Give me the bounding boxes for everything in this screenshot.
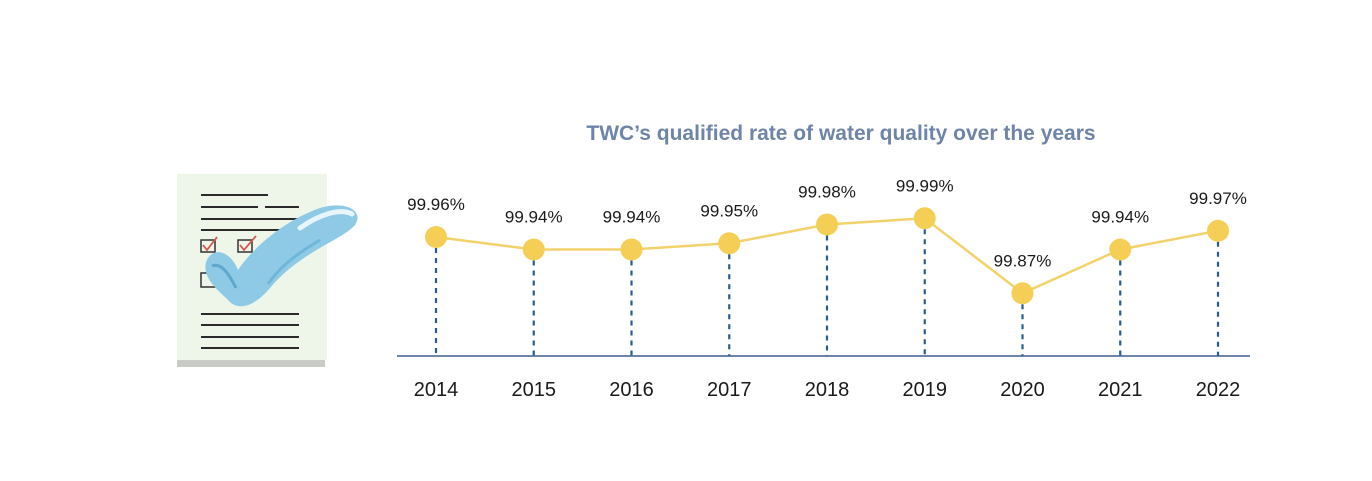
data-label-2017: 99.95% bbox=[700, 201, 758, 220]
data-point-2022 bbox=[1207, 219, 1229, 242]
data-point-2017 bbox=[718, 232, 741, 255]
data-point-2014 bbox=[425, 226, 447, 248]
droplines bbox=[434, 229, 1220, 356]
data-label-2018: 99.98% bbox=[798, 183, 856, 202]
chart-title: TWC’s qualified rate of water quality ov… bbox=[586, 122, 1095, 145]
data-label-2019: 99.99% bbox=[896, 176, 954, 195]
data-point-2015 bbox=[522, 238, 545, 261]
x-tick-label-2015: 2015 bbox=[512, 379, 557, 401]
data-point-2018 bbox=[816, 213, 838, 236]
x-tick-label-2014: 2014 bbox=[414, 379, 459, 401]
x-tick-label-2022: 2022 bbox=[1196, 379, 1241, 401]
data-label-2021: 99.94% bbox=[1091, 208, 1149, 227]
data-point-2016 bbox=[620, 238, 643, 261]
data-labels: 99.96% 99.94% 99.94% 99.95% 99.98% 99.99% 99.8… bbox=[407, 176, 1247, 270]
x-tick-label-2019: 2019 bbox=[903, 379, 948, 401]
data-label-2014: 99.96% bbox=[407, 195, 465, 214]
data-point-2021 bbox=[1109, 238, 1132, 261]
x-tick-label-2016: 2016 bbox=[609, 379, 654, 401]
data-point-2020 bbox=[1011, 282, 1034, 305]
x-tick-labels: 2014 2015 2016 2017 2018 2019 2020 2021 2022 bbox=[414, 379, 1241, 401]
data-label-2022: 99.97% bbox=[1189, 189, 1247, 208]
data-label-2020: 99.87% bbox=[994, 251, 1052, 270]
data-point-2019 bbox=[913, 207, 936, 230]
markers bbox=[425, 207, 1229, 305]
data-label-2015: 99.94% bbox=[505, 208, 563, 227]
x-tick-label-2018: 2018 bbox=[805, 379, 850, 401]
water-quality-checklist-icon bbox=[177, 174, 358, 367]
x-tick-label-2020: 2020 bbox=[1000, 379, 1045, 401]
x-tick-label-2021: 2021 bbox=[1098, 379, 1143, 401]
data-label-2016: 99.94% bbox=[603, 208, 661, 227]
x-tick-label-2017: 2017 bbox=[707, 379, 752, 401]
